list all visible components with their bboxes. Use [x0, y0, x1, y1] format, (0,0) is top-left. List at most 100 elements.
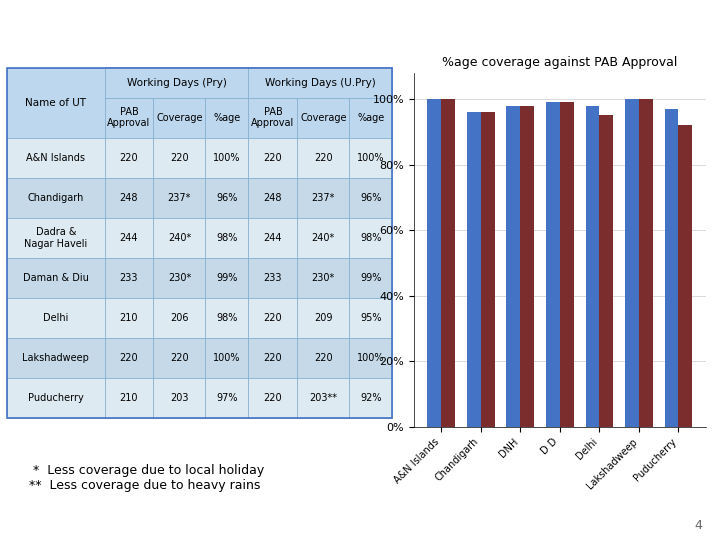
- Title: %age coverage against PAB Approval: %age coverage against PAB Approval: [442, 56, 678, 69]
- Bar: [248, 98, 297, 138]
- Text: 97%: 97%: [216, 393, 238, 403]
- Bar: [349, 338, 392, 378]
- Bar: [248, 178, 297, 218]
- Text: A&N Islands: A&N Islands: [27, 153, 86, 163]
- Text: 98%: 98%: [360, 233, 382, 243]
- Bar: [248, 68, 392, 98]
- Bar: [7, 138, 104, 178]
- Bar: [104, 378, 153, 418]
- Text: 203: 203: [170, 393, 189, 403]
- Text: 98%: 98%: [216, 313, 238, 323]
- Bar: [104, 98, 153, 138]
- Bar: [205, 298, 248, 338]
- Text: 98%: 98%: [216, 233, 238, 243]
- Bar: [205, 98, 248, 138]
- Bar: [349, 98, 392, 138]
- Bar: [104, 178, 153, 218]
- Bar: [7, 68, 104, 138]
- Bar: [248, 138, 297, 178]
- Text: *  Less coverage due to local holiday
**  Less coverage due to heavy rains: * Less coverage due to local holiday ** …: [29, 464, 264, 492]
- Bar: [248, 378, 297, 418]
- Bar: [297, 378, 349, 418]
- Bar: [7, 298, 104, 338]
- Text: 248: 248: [264, 193, 282, 202]
- Text: Chandigarh: Chandigarh: [27, 193, 84, 202]
- Text: 220: 220: [314, 153, 333, 163]
- Text: 220: 220: [264, 353, 282, 363]
- Bar: [248, 298, 297, 338]
- Text: 237*: 237*: [312, 193, 335, 202]
- Bar: [441, 99, 455, 427]
- Text: 100%: 100%: [357, 353, 384, 363]
- Text: Daman & Diu: Daman & Diu: [23, 273, 89, 283]
- Text: 210: 210: [120, 313, 138, 323]
- Bar: [467, 112, 481, 427]
- Text: 233: 233: [264, 273, 282, 283]
- Text: 230*: 230*: [312, 273, 335, 283]
- Bar: [349, 378, 392, 418]
- Bar: [349, 298, 392, 338]
- Text: 244: 244: [120, 233, 138, 243]
- Bar: [153, 178, 205, 218]
- Text: 203**: 203**: [310, 393, 338, 403]
- Bar: [205, 338, 248, 378]
- Text: 220: 220: [264, 153, 282, 163]
- Bar: [639, 99, 653, 427]
- Text: 99%: 99%: [216, 273, 238, 283]
- Bar: [297, 98, 349, 138]
- Text: 244: 244: [264, 233, 282, 243]
- Text: Working Days (Primary & U. Primary): Working Days (Primary & U. Primary): [97, 16, 623, 40]
- Bar: [481, 112, 495, 427]
- Bar: [153, 338, 205, 378]
- Text: 220: 220: [170, 353, 189, 363]
- Text: 95%: 95%: [360, 313, 382, 323]
- Bar: [205, 218, 248, 258]
- Bar: [297, 338, 349, 378]
- Bar: [665, 109, 678, 427]
- Text: 220: 220: [314, 353, 333, 363]
- Text: Working Days (Pry): Working Days (Pry): [127, 78, 226, 87]
- Bar: [7, 338, 104, 378]
- Bar: [297, 298, 349, 338]
- Bar: [349, 218, 392, 258]
- Text: 99%: 99%: [360, 273, 382, 283]
- Text: Puducherry: Puducherry: [28, 393, 84, 403]
- Text: 220: 220: [170, 153, 189, 163]
- Bar: [248, 218, 297, 258]
- Bar: [678, 125, 693, 427]
- Text: Working Days (U.Pry): Working Days (U.Pry): [265, 78, 376, 87]
- Bar: [585, 106, 599, 427]
- Text: 220: 220: [264, 313, 282, 323]
- Text: 220: 220: [120, 153, 138, 163]
- Text: 206: 206: [170, 313, 189, 323]
- Bar: [297, 138, 349, 178]
- Bar: [599, 116, 613, 427]
- Text: 209: 209: [314, 313, 333, 323]
- Bar: [625, 99, 639, 427]
- Text: Lakshadweep: Lakshadweep: [22, 353, 89, 363]
- Bar: [205, 138, 248, 178]
- Bar: [104, 68, 248, 98]
- Bar: [104, 138, 153, 178]
- Text: 220: 220: [264, 393, 282, 403]
- Text: PAB
Approval: PAB Approval: [107, 107, 150, 129]
- Text: 237*: 237*: [168, 193, 191, 202]
- Bar: [104, 258, 153, 298]
- Text: Coverage: Coverage: [156, 113, 203, 123]
- Text: 240*: 240*: [168, 233, 191, 243]
- Bar: [153, 298, 205, 338]
- Bar: [7, 378, 104, 418]
- Bar: [104, 298, 153, 338]
- Bar: [546, 103, 560, 427]
- Text: 96%: 96%: [216, 193, 238, 202]
- Bar: [153, 378, 205, 418]
- Bar: [521, 106, 534, 427]
- Text: 100%: 100%: [213, 353, 240, 363]
- Bar: [349, 138, 392, 178]
- Bar: [248, 258, 297, 298]
- Bar: [297, 218, 349, 258]
- Text: 96%: 96%: [360, 193, 382, 202]
- Text: %age: %age: [357, 113, 384, 123]
- Text: 233: 233: [120, 273, 138, 283]
- Text: Name of UT: Name of UT: [25, 98, 86, 107]
